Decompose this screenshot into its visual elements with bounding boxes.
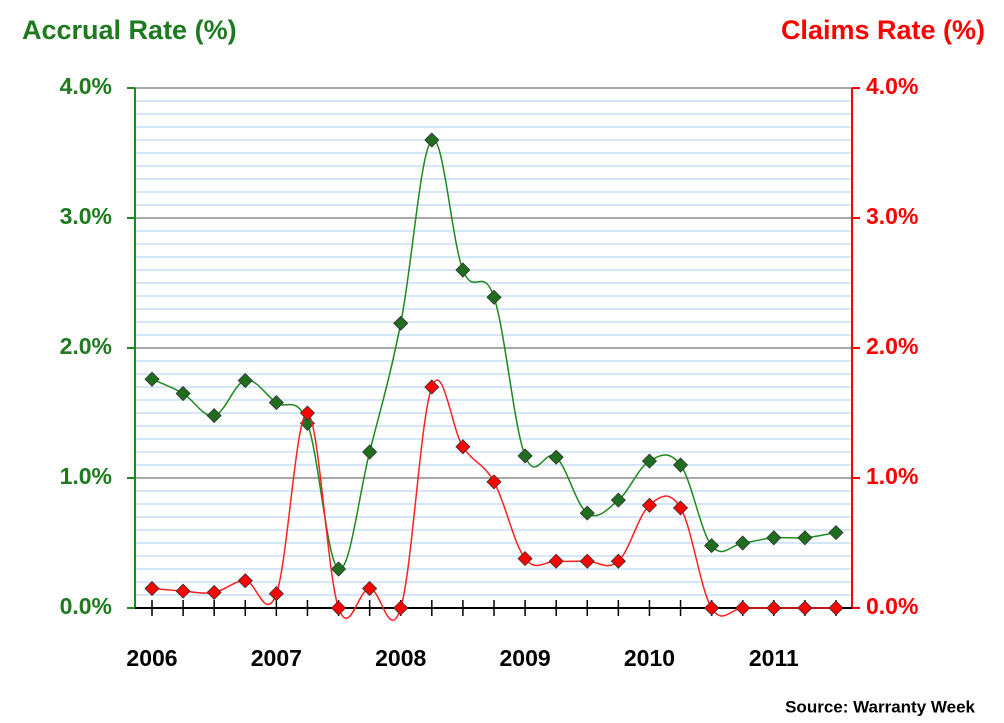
marker — [362, 444, 378, 460]
x-tick-label: 2008 — [375, 645, 426, 671]
marker — [735, 600, 751, 616]
marker — [641, 453, 658, 469]
marker — [206, 408, 222, 424]
x-tick-label: 2009 — [500, 645, 551, 671]
y-tick-label: 4.0% — [60, 73, 112, 99]
y2-tick-label: 1.0% — [866, 463, 918, 489]
marker — [393, 600, 409, 616]
marker — [362, 580, 378, 597]
marker — [828, 600, 844, 616]
marker — [144, 580, 160, 597]
y2-tick-label: 4.0% — [866, 73, 918, 99]
y-axis-title: Accrual Rate (%) — [22, 15, 237, 45]
y-tick-label: 1.0% — [60, 463, 112, 489]
marker — [424, 379, 440, 395]
marker — [237, 372, 253, 389]
y2-axis-title: Claims Rate (%) — [781, 15, 985, 45]
marker — [641, 497, 658, 513]
series-line — [151, 139, 837, 570]
marker — [517, 551, 533, 567]
marker — [828, 525, 844, 541]
y-tick-label: 0.0% — [60, 593, 112, 619]
x-tick-label: 2010 — [624, 645, 675, 671]
marker — [144, 371, 160, 387]
marker — [548, 449, 564, 465]
y-tick-label: 2.0% — [60, 333, 112, 359]
marker — [797, 600, 813, 616]
marker — [455, 439, 471, 455]
marker — [766, 600, 782, 616]
y2-tick-label: 2.0% — [866, 333, 918, 359]
marker — [455, 262, 471, 278]
marker — [268, 395, 284, 411]
marker — [517, 448, 533, 464]
marker — [548, 553, 564, 569]
marker — [672, 457, 689, 473]
x-tick-label: 2006 — [126, 645, 177, 671]
marker — [579, 505, 595, 521]
marker — [206, 584, 222, 600]
x-tick-label: 2007 — [251, 645, 302, 671]
marker — [797, 530, 813, 546]
marker — [766, 530, 782, 546]
marker — [175, 583, 191, 599]
marker — [330, 600, 347, 616]
y-tick-label: 3.0% — [60, 203, 112, 229]
marker — [704, 600, 720, 616]
marker — [424, 132, 440, 148]
marker — [393, 315, 409, 331]
y2-tick-label: 3.0% — [866, 203, 918, 229]
marker — [299, 405, 316, 421]
marker — [268, 586, 284, 602]
marker — [330, 561, 347, 577]
marker — [579, 553, 595, 569]
marker — [610, 492, 626, 508]
source-note: Source: Warranty Week — [785, 697, 975, 716]
x-tick-label: 2011 — [749, 645, 799, 671]
marker — [175, 385, 191, 402]
marker — [704, 538, 720, 554]
marker — [672, 500, 689, 516]
marker — [237, 573, 253, 589]
marker — [735, 535, 751, 551]
marker — [610, 553, 626, 569]
marker — [486, 289, 502, 305]
y2-tick-label: 0.0% — [866, 593, 918, 619]
marker — [486, 474, 502, 490]
